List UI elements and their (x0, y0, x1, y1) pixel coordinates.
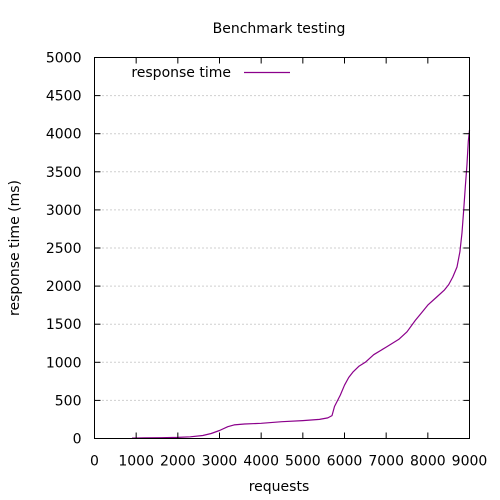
series-line-response-time (131, 129, 471, 439)
x-tick-label: 1000 (118, 454, 154, 470)
x-tick-label: 7000 (368, 454, 404, 470)
x-tick-label: 0 (90, 454, 99, 470)
legend-label: response time (131, 65, 231, 81)
y-tick-label: 1000 (46, 355, 82, 371)
y-tick-label: 2500 (46, 241, 82, 257)
y-tick-label: 1500 (46, 317, 82, 333)
plot-series (131, 129, 471, 439)
y-tick-label: 5000 (46, 51, 82, 67)
legend: response time (131, 65, 290, 81)
x-tick-label: 6000 (327, 454, 363, 470)
y-tick-label: 4000 (46, 127, 82, 143)
x-tick-label: 3000 (202, 454, 238, 470)
x-tick-label: 8000 (410, 454, 446, 470)
x-axis-label: requests (249, 479, 310, 495)
chart-title: Benchmark testing (213, 21, 346, 37)
x-tick-label: 2000 (160, 454, 196, 470)
y-axis-label: response time (ms) (7, 180, 23, 316)
y-tick-label: 0 (73, 432, 82, 448)
x-tick-label: 9000 (452, 454, 488, 470)
y-tick-label: 4500 (46, 89, 82, 105)
y-tick-label: 3500 (46, 165, 82, 181)
axis-ticks: 0 500 1000 1500 2000 2500 3000 3500 4000 4500 5000… (46, 51, 487, 470)
grid (94, 95, 470, 401)
y-tick-label: 3000 (46, 203, 82, 219)
x-tick-label: 5000 (285, 454, 321, 470)
x-tick-label: 4000 (243, 454, 279, 470)
y-tick-label: 2000 (46, 279, 82, 295)
y-tick-label: 500 (55, 393, 82, 409)
